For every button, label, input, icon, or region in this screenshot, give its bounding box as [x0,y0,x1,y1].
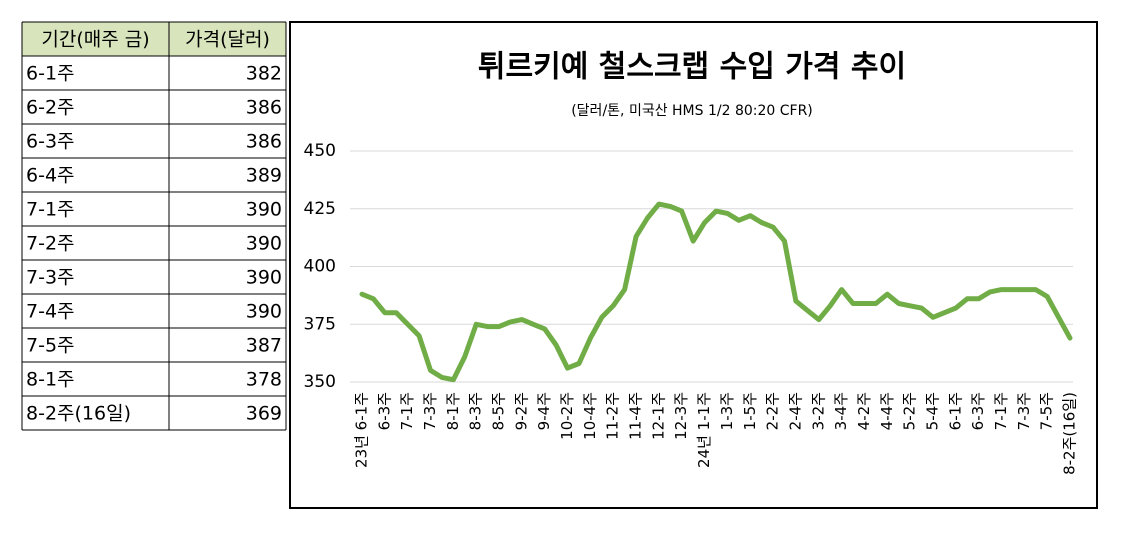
table-cell: 8-1주 [26,369,75,391]
x-tick-label: 1-5주 [741,392,759,430]
table-cell: 6-3주 [26,131,75,153]
x-tick-label: 3-4주 [832,392,850,430]
table-cell: 386 [246,97,282,119]
x-tick-label: 12-1주 [649,392,667,440]
table-cell: 390 [246,233,282,255]
table-cell: 390 [246,199,282,221]
x-tick-label: 6-3주 [375,392,393,430]
x-tick-label: 5-2주 [901,392,919,430]
x-tick-label: 7-5주 [1038,392,1056,430]
x-tick-label: 8-3주 [467,392,485,430]
x-tick-label: 10-4주 [581,392,599,440]
y-tick-label: 450 [304,141,336,161]
table-cell: 389 [246,165,282,187]
table-cell: 386 [246,131,282,153]
x-tick-label: 2-2주 [764,392,782,430]
x-tick-label: 1-3주 [718,392,736,430]
x-tick-label: 9-4주 [535,392,553,430]
chart-frame [289,21,1098,509]
chart-subtitle: (달러/톤, 미국산 HMS 1/2 80:20 CFR) [571,103,813,119]
table-cell: 7-5주 [26,335,75,357]
table-cell: 387 [246,335,282,357]
table-cell: 7-4주 [26,301,75,323]
y-tick-label: 375 [304,314,336,334]
x-tick-label: 8-5주 [490,392,508,430]
x-tick-label: 8-2주(16일) [1061,392,1079,475]
x-tick-label: 12-3주 [672,392,690,440]
table-cell: 6-4주 [26,165,75,187]
x-tick-label: 5-4주 [923,392,941,430]
table-cell: 369 [246,403,282,425]
x-tick-label: 11-2주 [604,392,622,440]
x-tick-label: 3-2주 [809,392,827,430]
y-tick-label: 400 [304,257,336,277]
x-tick-label: 7-1주 [398,392,416,430]
x-tick-label: 8-1주 [444,392,462,430]
chart-title: 튀르키예 철스크랩 수입 가격 추이 [478,50,906,85]
table-cell: 7-1주 [26,199,75,221]
table-header: 기간(매주 금) [41,29,149,51]
x-tick-label: 2-4주 [786,392,804,430]
table-cell: 7-2주 [26,233,75,255]
x-tick-label: 24년 1-1주 [695,392,713,468]
x-tick-label: 6-1주 [946,392,964,430]
table-cell: 8-2주(16일) [26,403,131,425]
table-cell: 6-1주 [26,63,75,85]
x-tick-label: 6-3주 [969,392,987,430]
table-cell: 390 [246,267,282,289]
x-tick-label: 11-4주 [627,392,645,440]
x-tick-label: 4-2주 [855,392,873,430]
table-header: 가격(달러) [185,29,270,51]
y-tick-label: 425 [304,199,336,219]
table-cell: 378 [246,369,282,391]
table-cell: 390 [246,301,282,323]
x-tick-label: 4-4주 [878,392,896,430]
table-cell: 382 [246,63,282,85]
x-tick-label: 7-3주 [1015,392,1033,430]
x-tick-label: 9-2주 [512,392,530,430]
x-tick-label: 10-2주 [558,392,576,440]
table-header-bg [22,22,286,56]
x-tick-label: 23년 6-1주 [353,392,371,468]
x-tick-label: 7-3주 [421,392,439,430]
y-tick-label: 350 [304,372,336,392]
table-cell: 6-2주 [26,97,75,119]
table-cell: 7-3주 [26,267,75,289]
data-line [359,201,1073,383]
x-tick-label: 7-1주 [992,392,1010,430]
